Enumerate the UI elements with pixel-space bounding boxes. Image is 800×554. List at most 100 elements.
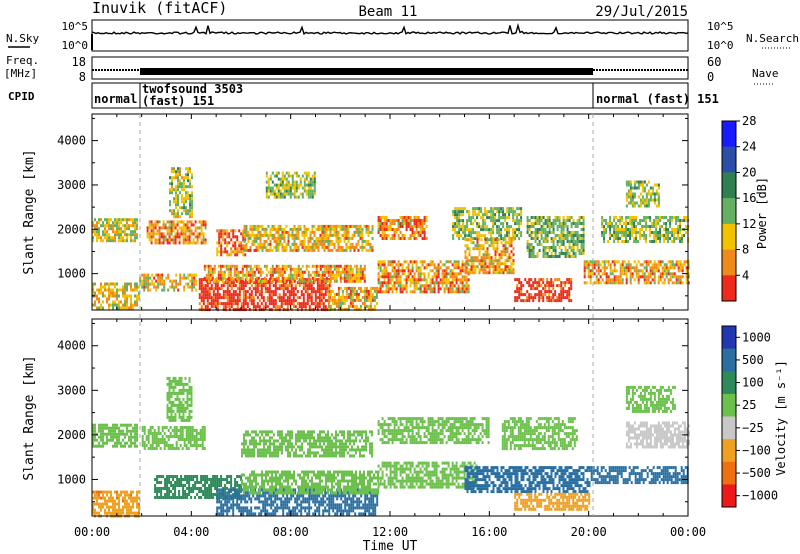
data-cell bbox=[647, 198, 650, 202]
data-cell bbox=[228, 296, 231, 300]
data-cell bbox=[627, 234, 630, 237]
data-cell bbox=[159, 447, 162, 450]
data-cell bbox=[655, 204, 658, 208]
data-cell bbox=[114, 444, 116, 448]
data-cell bbox=[474, 213, 477, 217]
data-cell bbox=[351, 245, 354, 249]
data-cell bbox=[462, 228, 465, 232]
data-cell bbox=[447, 260, 450, 264]
data-cell bbox=[289, 273, 292, 277]
data-cell bbox=[649, 281, 652, 285]
data-cell bbox=[546, 296, 549, 300]
data-cell bbox=[130, 300, 132, 304]
data-cell bbox=[633, 201, 636, 205]
data-cell bbox=[315, 264, 318, 268]
data-cell bbox=[500, 228, 503, 232]
data-cell bbox=[203, 432, 206, 435]
data-cell bbox=[603, 228, 606, 231]
data-cell bbox=[540, 293, 543, 297]
data-cell bbox=[267, 183, 270, 187]
data-cell bbox=[173, 209, 175, 213]
data-cell bbox=[110, 429, 112, 433]
data-cell bbox=[582, 234, 585, 237]
data-cell bbox=[120, 493, 122, 497]
data-cell bbox=[645, 183, 648, 187]
data-cell bbox=[459, 272, 462, 276]
data-cell bbox=[293, 248, 296, 252]
data-cell bbox=[138, 511, 140, 515]
data-cell bbox=[191, 191, 193, 195]
data-cell bbox=[210, 302, 213, 306]
data-cell bbox=[279, 192, 282, 196]
data-cell bbox=[449, 275, 452, 279]
data-cell bbox=[228, 241, 231, 245]
data-cell bbox=[120, 236, 122, 240]
data-cell bbox=[108, 429, 110, 433]
data-cell bbox=[143, 447, 146, 450]
data-cell bbox=[293, 239, 296, 243]
data-cell bbox=[669, 225, 672, 228]
data-cell bbox=[184, 241, 187, 245]
data-cell bbox=[281, 236, 284, 240]
data-cell bbox=[273, 174, 276, 178]
data-cell bbox=[649, 260, 652, 264]
data-cell bbox=[645, 260, 648, 264]
data-cell bbox=[582, 237, 585, 240]
data-cell bbox=[679, 278, 682, 282]
data-cell bbox=[283, 177, 286, 181]
data-cell bbox=[259, 236, 262, 240]
data-cell bbox=[605, 275, 608, 279]
data-cell bbox=[552, 243, 555, 246]
data-cell bbox=[645, 240, 648, 243]
data-cell bbox=[303, 224, 306, 228]
data-cell bbox=[273, 245, 276, 249]
data-cell bbox=[173, 279, 176, 283]
data-cell bbox=[303, 177, 306, 181]
data-cell bbox=[669, 237, 672, 240]
data-cell bbox=[327, 286, 330, 290]
data-cell bbox=[130, 508, 132, 512]
data-cell bbox=[570, 278, 573, 282]
data-cell bbox=[273, 233, 276, 237]
data-cell bbox=[201, 426, 204, 429]
data-cell bbox=[516, 278, 519, 282]
data-cell bbox=[267, 248, 270, 252]
data-cell bbox=[265, 279, 268, 283]
data-cell bbox=[236, 253, 239, 257]
data-cell bbox=[546, 246, 549, 249]
data-cell bbox=[272, 293, 275, 297]
data-cell bbox=[286, 302, 289, 306]
data-cell bbox=[303, 245, 306, 249]
data-cell bbox=[261, 233, 264, 237]
data-cell bbox=[470, 234, 473, 238]
data-cell bbox=[335, 301, 338, 305]
data-cell bbox=[615, 281, 618, 285]
data-cell bbox=[464, 238, 467, 242]
data-cell bbox=[403, 260, 406, 264]
data-cell bbox=[333, 292, 336, 296]
data-cell bbox=[679, 237, 682, 240]
data-cell bbox=[242, 296, 245, 300]
data-cell bbox=[484, 210, 487, 214]
data-cell bbox=[496, 244, 499, 248]
data-cell bbox=[92, 239, 94, 243]
data-cell bbox=[381, 225, 384, 228]
data-cell bbox=[339, 298, 342, 302]
data-cell bbox=[145, 273, 148, 277]
data-cell bbox=[305, 248, 308, 252]
data-cell bbox=[566, 240, 569, 243]
data-cell bbox=[546, 237, 549, 240]
data-cell bbox=[238, 296, 241, 300]
data-cell bbox=[510, 256, 513, 260]
data-cell bbox=[281, 264, 284, 268]
data-cell bbox=[169, 203, 171, 207]
data-cell bbox=[554, 234, 557, 237]
data-cell bbox=[118, 306, 120, 310]
data-cell bbox=[510, 238, 513, 242]
cpid-segment-2-line1: twofsound 3503 bbox=[142, 82, 243, 96]
data-cell bbox=[175, 273, 178, 277]
data-cell bbox=[116, 423, 118, 427]
data-cell bbox=[149, 276, 152, 280]
data-cell bbox=[185, 176, 187, 180]
frequency-trace-2 bbox=[140, 68, 593, 75]
